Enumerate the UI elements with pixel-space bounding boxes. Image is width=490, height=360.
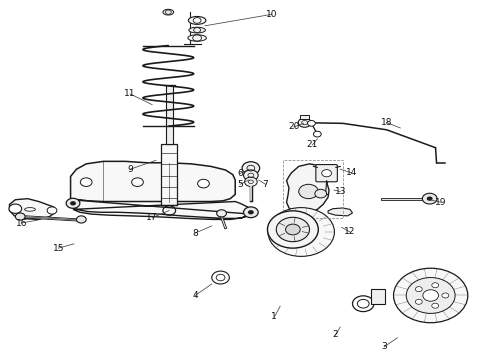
Circle shape (80, 178, 92, 186)
Circle shape (406, 278, 455, 314)
Circle shape (314, 131, 321, 137)
Circle shape (357, 300, 369, 308)
Circle shape (248, 210, 254, 215)
Bar (166, 85, 173, 144)
Polygon shape (9, 199, 55, 220)
Polygon shape (71, 200, 252, 220)
Circle shape (197, 179, 209, 188)
Text: 12: 12 (344, 228, 356, 237)
Text: 11: 11 (124, 89, 136, 98)
Circle shape (299, 184, 318, 199)
Circle shape (352, 296, 374, 312)
Text: 20: 20 (288, 122, 299, 131)
Circle shape (216, 274, 225, 281)
Circle shape (276, 217, 310, 242)
Ellipse shape (163, 9, 173, 15)
Circle shape (15, 213, 25, 220)
Text: 3: 3 (381, 342, 387, 351)
Circle shape (212, 271, 229, 284)
Circle shape (432, 303, 439, 308)
Circle shape (393, 268, 468, 323)
Circle shape (47, 207, 57, 214)
Circle shape (268, 211, 318, 248)
Text: 6: 6 (237, 169, 243, 178)
Text: 19: 19 (435, 198, 446, 207)
Circle shape (245, 177, 257, 186)
Text: 18: 18 (381, 118, 392, 127)
Circle shape (9, 204, 22, 213)
Text: 5: 5 (237, 180, 243, 189)
Circle shape (217, 210, 226, 217)
Circle shape (427, 197, 433, 201)
Circle shape (422, 193, 437, 204)
Text: 4: 4 (193, 291, 198, 300)
Circle shape (242, 162, 260, 175)
Polygon shape (287, 164, 329, 214)
Circle shape (298, 118, 311, 127)
Polygon shape (328, 208, 352, 216)
Circle shape (244, 207, 258, 218)
Ellipse shape (188, 35, 206, 41)
Bar (300, 116, 310, 119)
Circle shape (416, 299, 422, 304)
Circle shape (244, 170, 258, 181)
Ellipse shape (188, 17, 206, 24)
Text: 16: 16 (16, 219, 27, 228)
Circle shape (308, 121, 316, 126)
FancyBboxPatch shape (316, 165, 337, 182)
Circle shape (432, 283, 439, 288)
Text: 21: 21 (307, 140, 318, 149)
Circle shape (322, 170, 331, 177)
Bar (371, 289, 385, 304)
Ellipse shape (189, 27, 205, 33)
Ellipse shape (24, 208, 35, 211)
Circle shape (76, 216, 86, 223)
Polygon shape (71, 161, 235, 202)
Text: 1: 1 (271, 312, 277, 321)
Circle shape (315, 189, 327, 198)
Circle shape (66, 198, 80, 208)
Bar (161, 144, 177, 205)
Text: 2: 2 (333, 330, 338, 339)
Circle shape (132, 178, 144, 186)
Circle shape (268, 208, 334, 256)
Circle shape (442, 293, 449, 298)
Circle shape (423, 290, 439, 301)
Text: 9: 9 (127, 165, 133, 174)
Text: 7: 7 (263, 180, 269, 189)
Circle shape (70, 201, 76, 206)
Text: 17: 17 (147, 213, 158, 222)
Text: 14: 14 (346, 168, 357, 177)
Circle shape (416, 287, 422, 292)
Circle shape (286, 224, 300, 235)
Text: 8: 8 (192, 229, 198, 238)
Text: 13: 13 (335, 187, 346, 196)
Text: 10: 10 (266, 10, 278, 19)
Text: 15: 15 (52, 244, 64, 253)
